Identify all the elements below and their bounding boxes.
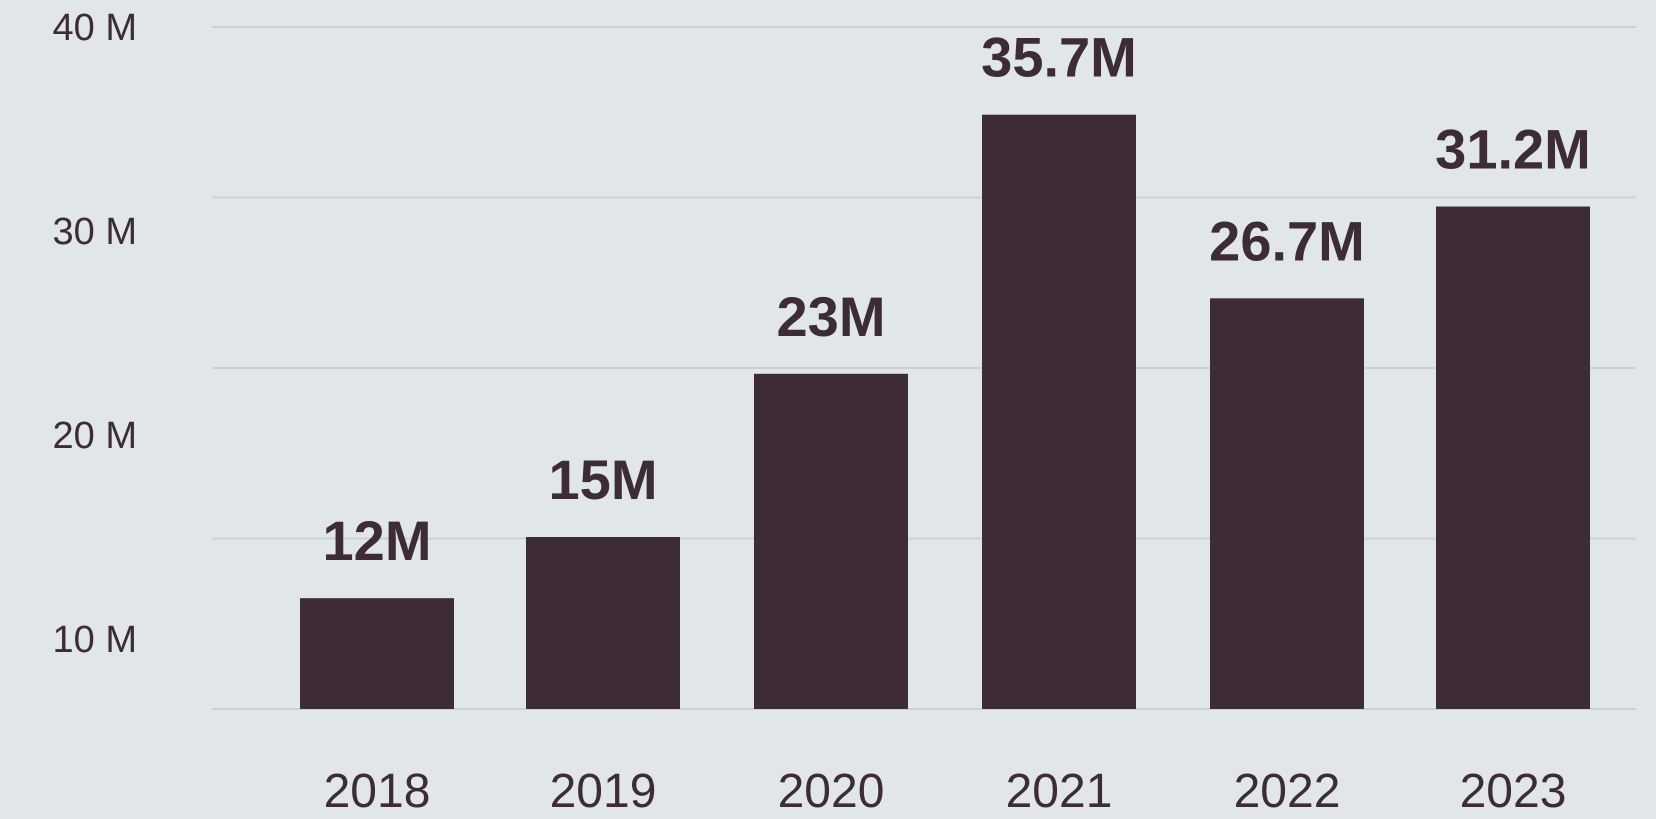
- data-label-2018: 12M: [323, 509, 432, 572]
- bar-2022: [1210, 298, 1364, 709]
- x-tick-label-2018: 2018: [324, 765, 431, 818]
- x-tick-label-2020: 2020: [778, 765, 885, 818]
- bar-2021: [982, 114, 1136, 710]
- data-label-2023: 31.2M: [1435, 118, 1591, 181]
- x-tick-label-2022: 2022: [1234, 765, 1341, 818]
- bar-2018: [300, 598, 454, 709]
- x-tick-label-2021: 2021: [1006, 765, 1113, 818]
- y-tick-label: 10 M: [53, 619, 137, 661]
- y-tick-label: 40 M: [53, 7, 137, 49]
- y-tick-label: 30 M: [53, 211, 137, 253]
- bar-2023: [1436, 206, 1590, 709]
- bar-2019: [526, 537, 680, 709]
- data-labels: 12M 15M 23M 35.7M 26.7M 31.2M: [323, 26, 1591, 572]
- x-tick-label-2023: 2023: [1460, 765, 1567, 818]
- bar-2020: [754, 373, 908, 709]
- data-label-2019: 15M: [549, 448, 658, 511]
- y-axis-ticks: 10 M 20 M 30 M 40 M: [53, 7, 137, 661]
- data-label-2020: 23M: [777, 285, 886, 348]
- data-label-2021: 35.7M: [981, 26, 1137, 89]
- y-tick-label: 20 M: [53, 415, 137, 457]
- x-tick-label-2019: 2019: [550, 765, 657, 818]
- bars: [300, 114, 1590, 710]
- x-axis-ticks: 2018 2019 2020 2021 2022 2023: [324, 765, 1567, 818]
- data-label-2022: 26.7M: [1209, 209, 1365, 272]
